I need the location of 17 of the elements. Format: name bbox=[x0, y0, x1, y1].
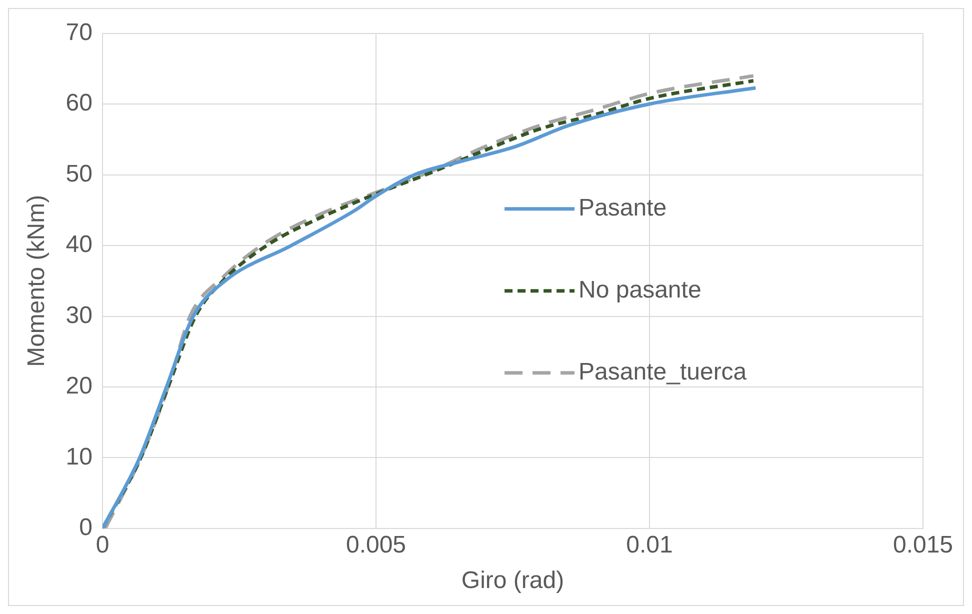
y-tick-label: 40 bbox=[66, 231, 92, 258]
y-tick-label: 70 bbox=[66, 19, 92, 46]
y-tick-label: 10 bbox=[66, 443, 92, 470]
x-tick-label: 0.01 bbox=[626, 531, 673, 558]
y-tick-label: 20 bbox=[66, 372, 92, 400]
x-tick-label: 0.005 bbox=[346, 531, 406, 558]
y-axis-title: Momento (kNm) bbox=[23, 194, 50, 367]
legend-label: Pasante_tuerca bbox=[578, 358, 748, 386]
y-tick-label: 60 bbox=[66, 90, 92, 117]
y-tick-label: 0 bbox=[79, 514, 92, 542]
x-axis-title: Giro (rad) bbox=[461, 567, 564, 594]
legend-label: No pasante bbox=[578, 276, 702, 304]
x-tick-label: 0 bbox=[96, 531, 110, 558]
y-tick-label: 30 bbox=[66, 302, 92, 329]
y-tick-label: 50 bbox=[66, 160, 92, 188]
legend-label: Pasante bbox=[578, 194, 667, 222]
x-tick-label: 0.015 bbox=[892, 531, 954, 558]
